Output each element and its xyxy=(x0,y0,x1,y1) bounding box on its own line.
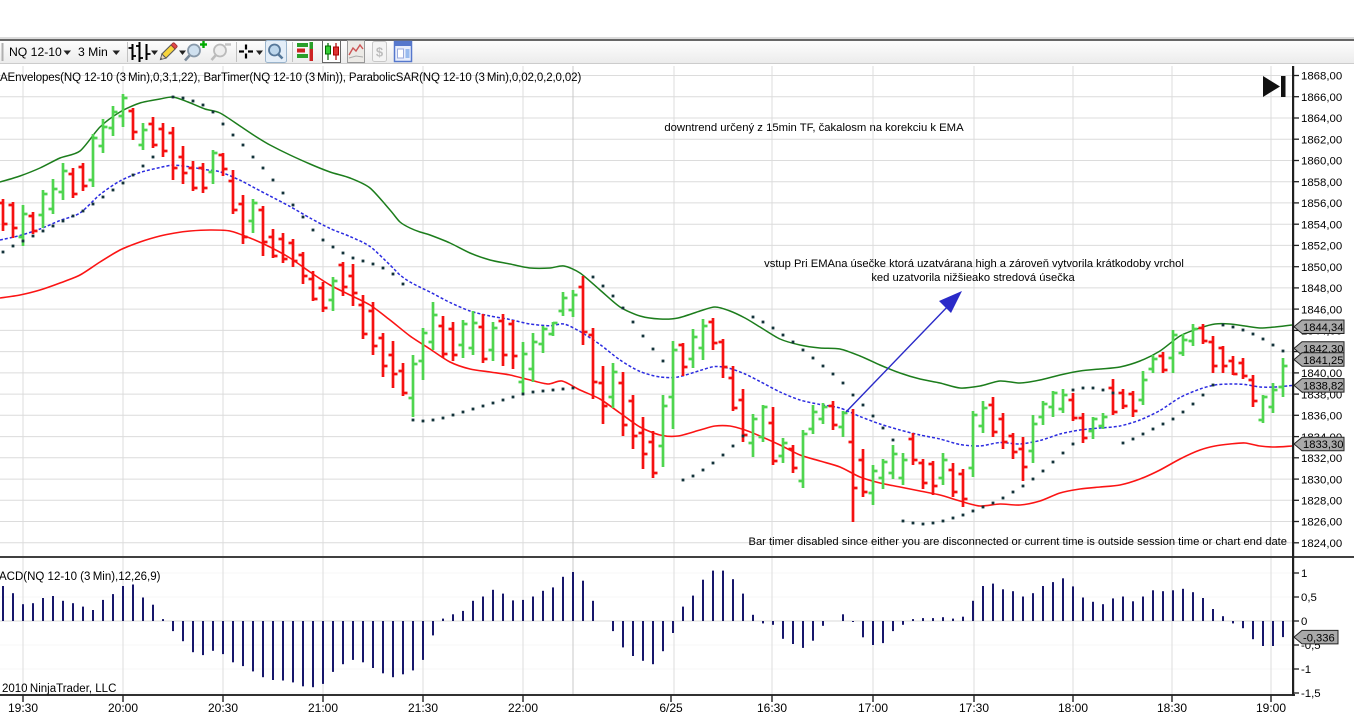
svg-text:vstup Pri EMAna úsečke ktorá u: vstup Pri EMAna úsečke ktorá uzatvárana … xyxy=(764,258,1184,270)
svg-text:1862,00: 1862,00 xyxy=(1301,134,1342,146)
svg-text:1833,30: 1833,30 xyxy=(1303,439,1343,451)
svg-text:1858,00: 1858,00 xyxy=(1301,177,1342,189)
svg-text:1860,00: 1860,00 xyxy=(1301,156,1342,168)
svg-text:1852,00: 1852,00 xyxy=(1301,241,1342,253)
svg-text:1848,00: 1848,00 xyxy=(1301,283,1342,295)
svg-text:22:00: 22:00 xyxy=(508,701,538,715)
svg-text:1844,34: 1844,34 xyxy=(1303,322,1343,334)
svg-text:17:30: 17:30 xyxy=(959,701,989,715)
svg-text:1828,00: 1828,00 xyxy=(1301,496,1342,508)
svg-text:21:00: 21:00 xyxy=(308,701,338,715)
svg-text:AEnvelopes(NQ 12-10 (3 Min),0,: AEnvelopes(NQ 12-10 (3 Min),0,3,1,22), B… xyxy=(0,72,581,84)
svg-text:1856,00: 1856,00 xyxy=(1301,198,1342,210)
svg-text:downtrend určený z 15min TF, č: downtrend určený z 15min TF, čakalosm na… xyxy=(664,122,964,134)
svg-text:1832,00: 1832,00 xyxy=(1301,453,1342,465)
svg-text:0: 0 xyxy=(1301,616,1307,628)
svg-text:3 Min: 3 Min xyxy=(78,45,108,59)
svg-text:NQ 12-10: NQ 12-10 xyxy=(9,45,62,59)
svg-text:19:00: 19:00 xyxy=(1256,701,1286,715)
svg-text:1864,00: 1864,00 xyxy=(1301,113,1342,125)
svg-text:1850,00: 1850,00 xyxy=(1301,262,1342,274)
svg-text:-0,336: -0,336 xyxy=(1303,632,1335,644)
svg-text:18:30: 18:30 xyxy=(1157,701,1187,715)
svg-text:$: $ xyxy=(376,45,384,60)
svg-text:19:30: 19:30 xyxy=(8,701,38,715)
svg-text:1840,00: 1840,00 xyxy=(1301,368,1342,380)
svg-text:ACD(NQ 12-10 (3 Min),12,26,9): ACD(NQ 12-10 (3 Min),12,26,9) xyxy=(0,571,161,583)
svg-text:18:00: 18:00 xyxy=(1058,701,1088,715)
svg-text:2010 NinjaTrader, LLC: 2010 NinjaTrader, LLC xyxy=(2,683,116,695)
svg-text:1824,00: 1824,00 xyxy=(1301,538,1342,550)
svg-text:17:00: 17:00 xyxy=(858,701,888,715)
svg-text:16:30: 16:30 xyxy=(757,701,787,715)
svg-text:1836,00: 1836,00 xyxy=(1301,411,1342,423)
svg-text:20:00: 20:00 xyxy=(108,701,138,715)
svg-text:20:30: 20:30 xyxy=(208,701,238,715)
svg-text:0,5: 0,5 xyxy=(1301,592,1317,604)
svg-text:1866,00: 1866,00 xyxy=(1301,92,1342,104)
svg-text:1868,00: 1868,00 xyxy=(1301,71,1342,83)
svg-text:6/25: 6/25 xyxy=(659,701,683,715)
svg-text:Bar timer disabled since eithe: Bar timer disabled since either you are … xyxy=(748,536,1287,548)
svg-text:1838,82: 1838,82 xyxy=(1303,381,1343,393)
svg-text:1846,00: 1846,00 xyxy=(1301,304,1342,316)
svg-text:1826,00: 1826,00 xyxy=(1301,517,1342,529)
svg-text:21:30: 21:30 xyxy=(408,701,438,715)
svg-text:-1: -1 xyxy=(1301,664,1311,676)
svg-text:ked uzatvorila nižšieako stred: ked uzatvorila nižšieako stredová úsečka xyxy=(871,272,1075,284)
svg-text:1830,00: 1830,00 xyxy=(1301,474,1342,486)
svg-text:1854,00: 1854,00 xyxy=(1301,219,1342,231)
svg-text:-1,5: -1,5 xyxy=(1301,688,1321,700)
svg-text:1841,25: 1841,25 xyxy=(1303,355,1343,367)
svg-text:1: 1 xyxy=(1301,568,1307,580)
